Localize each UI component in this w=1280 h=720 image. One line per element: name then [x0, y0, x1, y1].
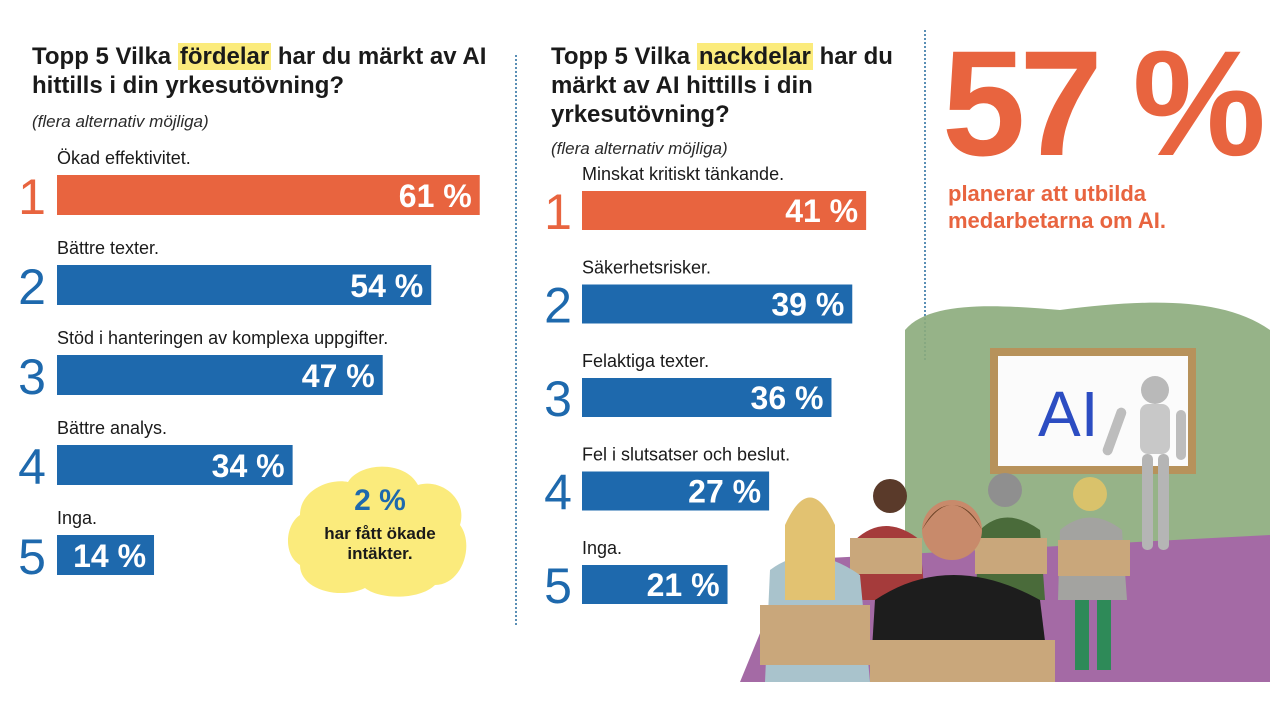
category-label: Ökad effektivitet.: [57, 148, 191, 168]
rank-number: 2: [544, 278, 572, 334]
bar-value-label: 36 %: [751, 380, 824, 416]
bar: [582, 284, 853, 324]
category-label: Bättre texter.: [57, 238, 159, 258]
rank-number: 5: [544, 558, 572, 614]
bar-value-label: 27 %: [688, 474, 761, 510]
bar: [57, 445, 293, 485]
bar-value-label: 61 %: [399, 178, 472, 214]
bar: [582, 378, 832, 417]
highlight-stat-text-1: planerar att utbilda: [948, 181, 1147, 206]
right-chart-title: Topp 5 Vilka nackdelar har du märkt av A…: [551, 42, 901, 129]
left-title-part-1: Topp 5 Vilka: [32, 43, 178, 70]
rank-number: 4: [18, 439, 46, 495]
bar: [582, 565, 728, 604]
bar: [57, 355, 383, 395]
bar-value-label: 34 %: [212, 448, 285, 484]
highlight-stat-value: 57 %: [942, 19, 1266, 187]
bar-value-label: 14 %: [73, 538, 146, 574]
bar: [57, 535, 155, 575]
category-label: Bättre analys.: [57, 418, 167, 438]
bar: [57, 175, 480, 215]
bar-value-label: 41 %: [785, 193, 858, 229]
rank-number: 3: [18, 349, 46, 405]
rank-number: 3: [544, 371, 572, 427]
divider-left: [515, 55, 517, 625]
highlight-stat-text-2: medarbetarna om AI.: [948, 208, 1167, 233]
category-label: Inga.: [582, 538, 622, 558]
callout-value: 2 %: [354, 484, 406, 517]
bar-value-label: 21 %: [647, 567, 720, 603]
rank-number: 1: [18, 169, 46, 225]
right-title-part-3: har du märkt av AI hittills i din yrkesu…: [551, 43, 893, 128]
right-title-highlight: nackdelar: [696, 43, 813, 70]
bar: [582, 191, 867, 230]
right-chart-subtitle: (flera alternativ möjliga): [551, 139, 728, 158]
category-label: Säkerhetsrisker.: [582, 258, 711, 278]
category-label: Stöd i hanteringen av komplexa uppgifter…: [57, 328, 388, 348]
category-label: Minskat kritiskt tänkande.: [582, 164, 784, 184]
bar-value-label: 54 %: [350, 268, 423, 304]
right-title-part-1: Topp 5 Vilka: [551, 43, 697, 70]
left-title-highlight: fördelar: [177, 43, 272, 70]
left-title-part-3: har du märkt av AI hittills i din yrkesu…: [32, 43, 487, 99]
rank-number: 2: [18, 259, 46, 315]
callout-text-1: har fått ökade: [324, 524, 436, 543]
category-label: Inga.: [57, 508, 97, 528]
callout-text-2: intäkter.: [347, 544, 413, 563]
bar-value-label: 47 %: [302, 358, 375, 394]
bar-value-label: 39 %: [771, 287, 844, 323]
left-chart-subtitle: (flera alternativ möjliga): [32, 112, 209, 131]
bar: [582, 471, 770, 511]
category-label: Felaktiga texter.: [582, 351, 709, 371]
rank-number: 1: [544, 184, 572, 240]
rank-number: 5: [18, 529, 46, 585]
category-label: Fel i slutsatser och beslut.: [582, 445, 790, 465]
bar: [57, 265, 432, 305]
left-chart-title: Topp 5 Vilka fördelar har du märkt av AI…: [32, 42, 492, 100]
rank-number: 4: [544, 465, 572, 521]
divider-right: [924, 30, 926, 360]
